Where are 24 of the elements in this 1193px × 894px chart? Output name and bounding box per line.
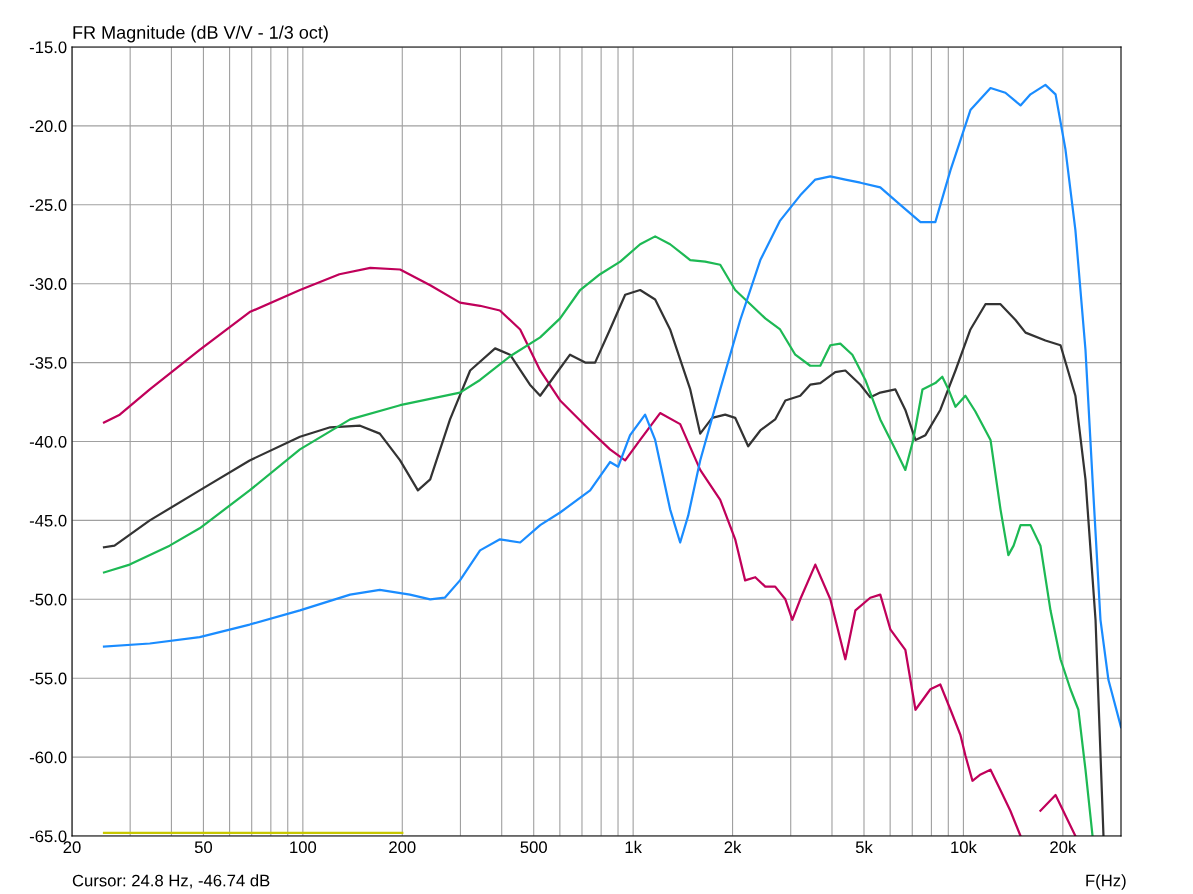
x-tick-label: 2k xyxy=(724,840,742,853)
x-axis-title: F(Hz) xyxy=(1086,874,1126,890)
x-tick-label: 20 xyxy=(63,841,81,854)
y-tick-label: -35.0 xyxy=(29,357,67,369)
y-tick-label: -45.0 xyxy=(29,514,67,527)
y-tick-label: -50.0 xyxy=(29,593,67,606)
y-tick-label: -55.0 xyxy=(29,672,67,685)
x-tick-label: 100 xyxy=(290,841,317,854)
y-tick-label: -30.0 xyxy=(29,278,67,290)
y-tick-label: -25.0 xyxy=(29,199,67,211)
x-tick-label: 20k xyxy=(1050,840,1077,854)
x-tick-label: 500 xyxy=(520,841,547,854)
x-tick-label: 1k xyxy=(625,840,642,853)
x-tick-label: 200 xyxy=(389,841,416,854)
y-tick-label: -65.0 xyxy=(29,830,67,843)
chart-title: FR Magnitude (dB V/V - 1/3 oct) xyxy=(73,25,328,43)
text: Cursor: 24.8 Hz, -46.74 dB xyxy=(72,874,270,889)
x-tick-label: 50 xyxy=(194,841,213,854)
y-tick-label: -60.0 xyxy=(29,751,67,764)
x-tick-label: 10k xyxy=(951,840,977,854)
x-tick-label: 5k xyxy=(855,840,873,854)
y-tick-label: -20.0 xyxy=(29,120,67,133)
y-tick-label: -40.0 xyxy=(29,435,67,448)
y-tick-label: -15.0 xyxy=(29,41,67,54)
